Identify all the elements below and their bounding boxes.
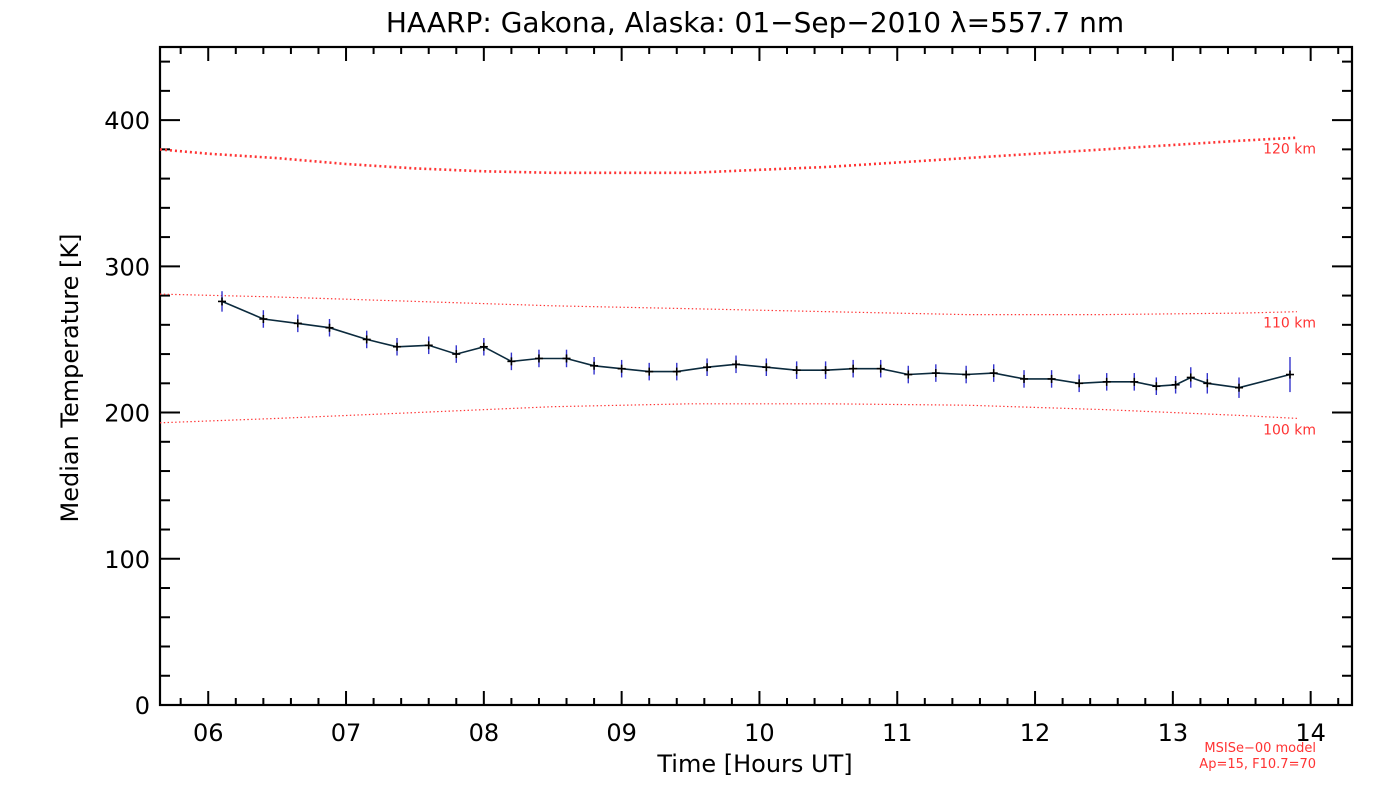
y-tick-label: 100 <box>104 546 150 574</box>
model-curve-label: 110 km <box>1263 316 1316 332</box>
model-curve-100-km <box>159 403 1297 424</box>
x-tick-label: 12 <box>1020 719 1051 747</box>
y-axis-ticks: 0 100 200 300 400 <box>104 60 1352 720</box>
x-tick-label: 13 <box>1158 719 1189 747</box>
model-curve-120-km <box>159 136 1297 175</box>
model-curves: 120 km 110 km 100 km <box>159 136 1316 438</box>
model-curve-label: 100 km <box>1263 422 1316 438</box>
y-tick-label: 200 <box>104 400 150 428</box>
y-tick-label: 300 <box>104 253 150 281</box>
x-tick-label: 11 <box>882 719 913 747</box>
x-tick-label: 08 <box>469 719 500 747</box>
x-tick-label: 09 <box>606 719 637 747</box>
x-axis-ticks: 06 07 08 09 10 11 12 13 14 <box>179 47 1340 747</box>
x-tick-label: 10 <box>744 719 775 747</box>
x-tick-label: 06 <box>193 719 224 747</box>
model-note-line1: MSISe−00 model <box>1204 741 1316 756</box>
model-curve-110-km <box>159 293 1297 316</box>
plot-frame <box>158 45 1354 707</box>
x-tick-label: 07 <box>331 719 362 747</box>
plot-border <box>158 45 1354 707</box>
measured-series <box>218 291 1294 398</box>
chart-title: HAARP: Gakona, Alaska: 01−Sep−2010 λ=557… <box>386 6 1124 39</box>
y-tick-label: 0 <box>135 692 150 720</box>
y-axis-label: Median Temperature [K] <box>56 233 84 522</box>
model-curve-label: 120 km <box>1263 142 1316 158</box>
model-note-line2: Ap=15, F10.7=70 <box>1199 757 1316 772</box>
y-tick-label: 400 <box>104 107 150 135</box>
x-tick-label: 14 <box>1295 719 1326 747</box>
x-axis-label: Time [Hours UT] <box>656 750 852 778</box>
measured-line <box>221 300 1291 389</box>
